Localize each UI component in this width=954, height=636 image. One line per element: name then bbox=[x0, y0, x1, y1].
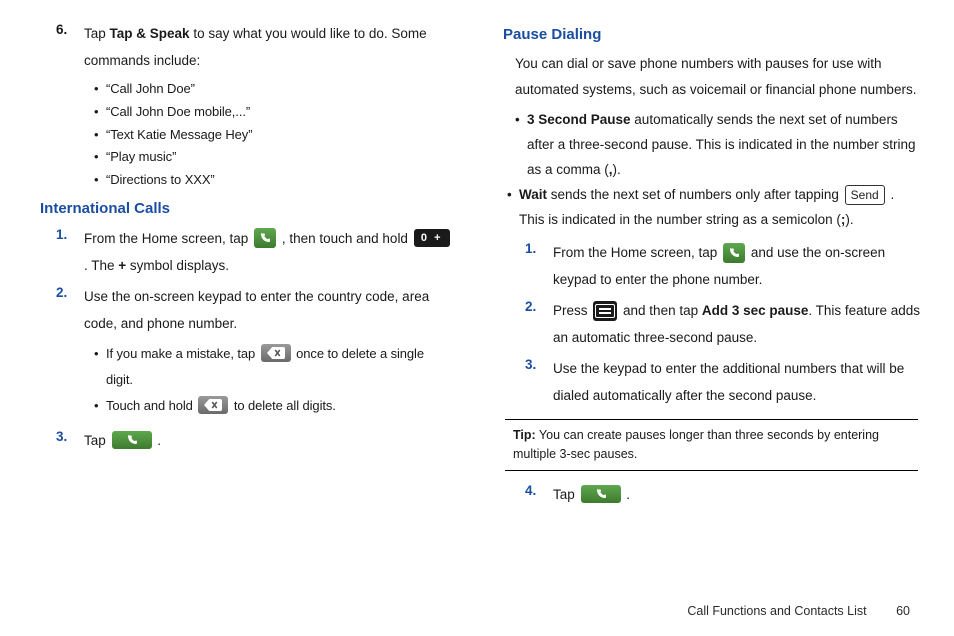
mistake-bullets: If you make a mistake, tap once to delet… bbox=[32, 341, 453, 419]
page-number: 60 bbox=[896, 604, 910, 618]
international-calls-heading: International Calls bbox=[40, 200, 453, 217]
phone-icon bbox=[723, 243, 745, 263]
step-number: 2. bbox=[56, 283, 70, 300]
chapter-title: Call Functions and Contacts List bbox=[687, 604, 866, 618]
list-item: 3 Second Pause automatically sends the n… bbox=[515, 108, 922, 183]
backspace-icon bbox=[198, 396, 228, 414]
intl-step-3: 3. Tap . bbox=[32, 427, 453, 454]
step-6: 6. Tap Tap & Speak to say what you would… bbox=[32, 20, 453, 74]
right-column: Pause Dialing You can dial or save phone… bbox=[501, 20, 922, 512]
pause-step-2: 2. Press and then tap Add 3 sec pause. T… bbox=[501, 297, 922, 351]
step-number: 1. bbox=[525, 239, 539, 256]
step-text: Press and then tap Add 3 sec pause. This… bbox=[553, 297, 922, 351]
list-item: “Call John Doe mobile,...” bbox=[94, 101, 453, 124]
tip-box: Tip: You can create pauses longer than t… bbox=[505, 419, 918, 471]
list-item: Touch and hold to delete all digits. bbox=[94, 393, 453, 419]
step-text: Tap . bbox=[553, 481, 922, 508]
backspace-icon bbox=[261, 344, 291, 362]
list-item: “Call John Doe” bbox=[94, 78, 453, 101]
step-text: Tap Tap & Speak to say what you would li… bbox=[84, 20, 453, 74]
list-item: “Directions to XXX” bbox=[94, 169, 453, 192]
send-button-icon: Send bbox=[845, 185, 885, 205]
list-item: Wait sends the next set of numbers only … bbox=[507, 183, 922, 233]
list-item: If you make a mistake, tap once to delet… bbox=[94, 341, 453, 393]
phone-icon bbox=[254, 228, 276, 248]
pause-dialing-heading: Pause Dialing bbox=[503, 26, 922, 43]
tip-text: You can create pauses longer than three … bbox=[513, 428, 879, 461]
step-number: 4. bbox=[525, 481, 539, 498]
page-footer: Call Functions and Contacts List 60 bbox=[687, 604, 910, 618]
list-item: “Play music” bbox=[94, 146, 453, 169]
left-column: 6. Tap Tap & Speak to say what you would… bbox=[32, 20, 453, 512]
list-item: “Text Katie Message Hey” bbox=[94, 124, 453, 147]
call-button-icon bbox=[112, 431, 152, 449]
voice-command-list: “Call John Doe” “Call John Doe mobile,..… bbox=[32, 78, 453, 192]
pause-step-3: 3. Use the keypad to enter the additiona… bbox=[501, 355, 922, 409]
step-text: Use the on-screen keypad to enter the co… bbox=[84, 283, 453, 337]
step-text: From the Home screen, tap , then touch a… bbox=[84, 225, 453, 279]
menu-icon bbox=[593, 301, 617, 321]
intl-step-2: 2. Use the on-screen keypad to enter the… bbox=[32, 283, 453, 337]
step-text: From the Home screen, tap and use the on… bbox=[553, 239, 922, 293]
step-text: Use the keypad to enter the additional n… bbox=[553, 355, 922, 409]
step-number: 6. bbox=[56, 20, 70, 37]
tip-label: Tip: bbox=[513, 428, 536, 442]
step-number: 3. bbox=[56, 427, 70, 444]
intro-paragraph: You can dial or save phone numbers with … bbox=[515, 51, 922, 102]
step-number: 2. bbox=[525, 297, 539, 314]
pause-step-1: 1. From the Home screen, tap and use the… bbox=[501, 239, 922, 293]
step-text: Tap . bbox=[84, 427, 453, 454]
pause-step-4: 4. Tap . bbox=[501, 481, 922, 508]
call-button-icon bbox=[581, 485, 621, 503]
pause-type-list: 3 Second Pause automatically sends the n… bbox=[501, 108, 922, 233]
step-number: 3. bbox=[525, 355, 539, 372]
zero-plus-key-icon: 0 + bbox=[414, 229, 450, 247]
intl-step-1: 1. From the Home screen, tap , then touc… bbox=[32, 225, 453, 279]
step-number: 1. bbox=[56, 225, 70, 242]
